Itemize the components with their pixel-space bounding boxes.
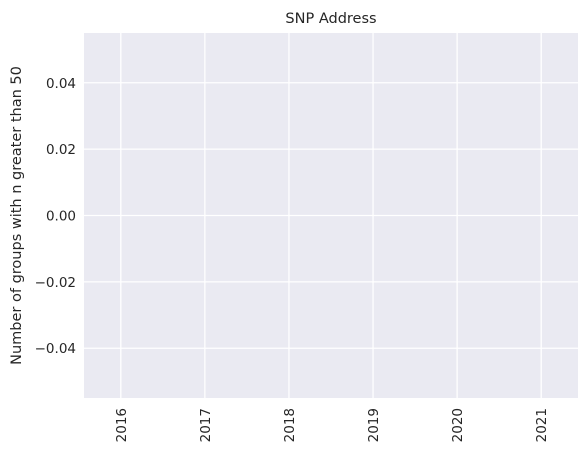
y-tick-label: 0.04 bbox=[46, 76, 76, 92]
x-tick-label: 2017 bbox=[198, 408, 214, 442]
y-tick-label: 0.02 bbox=[46, 142, 76, 158]
x-tick-label: 2021 bbox=[534, 408, 550, 442]
x-tick-labels: 2016 2017 2018 2019 2020 2021 bbox=[114, 408, 550, 442]
grid-layer bbox=[84, 33, 578, 398]
y-tick-label: −0.02 bbox=[35, 275, 76, 291]
x-tick-label: 2018 bbox=[282, 408, 298, 442]
y-tick-labels: −0.04 −0.02 0.00 0.02 0.04 bbox=[35, 76, 76, 357]
x-tick-label: 2019 bbox=[366, 408, 382, 442]
x-tick-label: 2020 bbox=[450, 408, 466, 442]
x-tick-label: 2016 bbox=[114, 408, 130, 442]
y-tick-label: 0.00 bbox=[46, 209, 76, 225]
y-axis-label: Number of groups with n greater than 50 bbox=[9, 66, 25, 365]
chart-title: SNP Address bbox=[285, 11, 376, 27]
y-tick-label: −0.04 bbox=[35, 341, 76, 357]
